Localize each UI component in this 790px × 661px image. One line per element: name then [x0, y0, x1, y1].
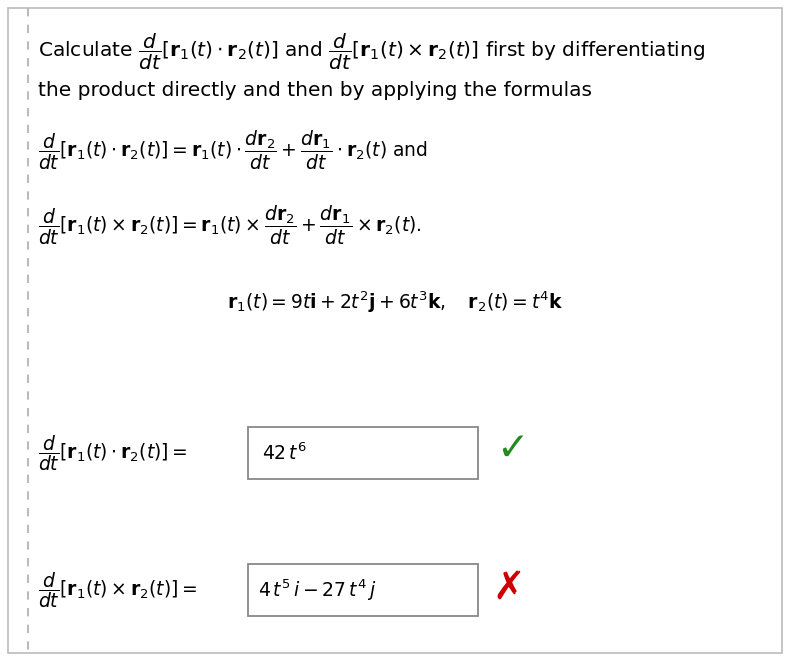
Text: $\dfrac{d}{dt}[\mathbf{r}_1(t) \cdot \mathbf{r}_2(t)] = \mathbf{r}_1(t) \cdot \d: $\dfrac{d}{dt}[\mathbf{r}_1(t) \cdot \ma… [38, 128, 428, 172]
Text: ✗: ✗ [492, 569, 525, 607]
Text: $\dfrac{d}{dt}[\mathbf{r}_1(t) \times \mathbf{r}_2(t)] =$: $\dfrac{d}{dt}[\mathbf{r}_1(t) \times \m… [38, 570, 198, 610]
Text: the product directly and then by applying the formulas: the product directly and then by applyin… [38, 81, 592, 100]
Text: $\dfrac{d}{dt}[\mathbf{r}_1(t) \cdot \mathbf{r}_2(t)] =$: $\dfrac{d}{dt}[\mathbf{r}_1(t) \cdot \ma… [38, 433, 187, 473]
Text: $\dfrac{d}{dt}[\mathbf{r}_1(t) \times \mathbf{r}_2(t)] = \mathbf{r}_1(t) \times : $\dfrac{d}{dt}[\mathbf{r}_1(t) \times \m… [38, 204, 422, 247]
Bar [248, 427, 478, 479]
Text: $42\,t^6$: $42\,t^6$ [262, 442, 307, 464]
Text: $\mathbf{r}_1(t) = 9t\mathbf{i} + 2t^2\mathbf{j} + 6t^3\mathbf{k}, \quad \mathbf: $\mathbf{r}_1(t) = 9t\mathbf{i} + 2t^2\m… [227, 290, 563, 315]
Text: $4\,t^5\,i - 27\,t^4\,j$: $4\,t^5\,i - 27\,t^4\,j$ [258, 577, 377, 603]
Bar [248, 564, 478, 616]
Text: ✓: ✓ [496, 430, 529, 468]
Text: Calculate $\dfrac{d}{dt}[\mathbf{r}_1(t) \cdot \mathbf{r}_2(t)]$ and $\dfrac{d}{: Calculate $\dfrac{d}{dt}[\mathbf{r}_1(t)… [38, 32, 705, 72]
